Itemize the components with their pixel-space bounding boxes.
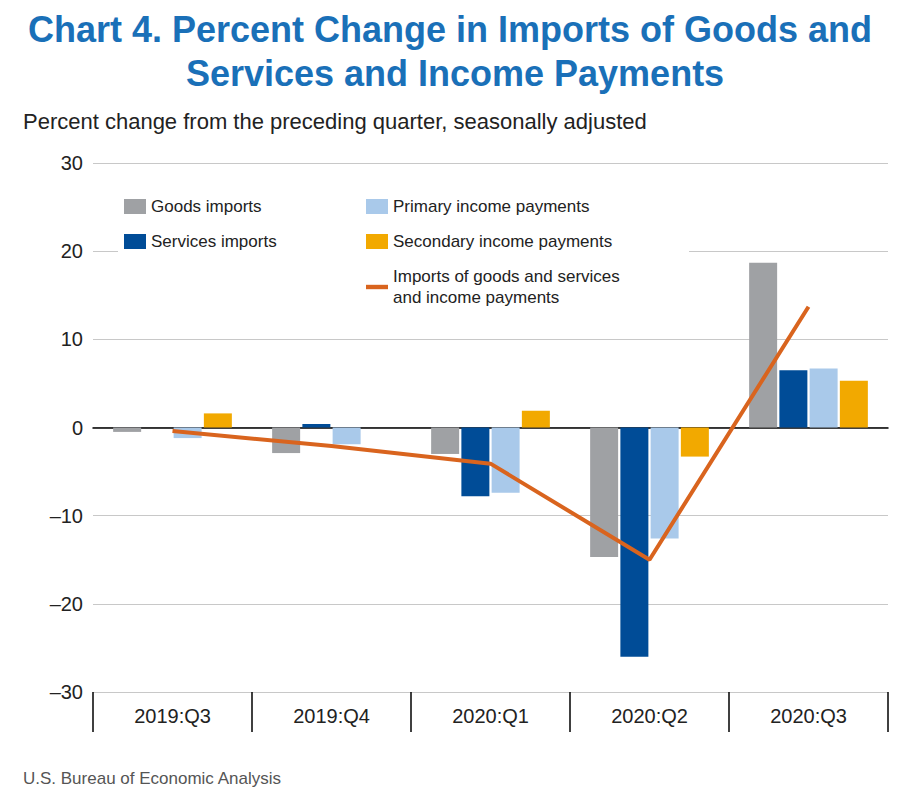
svg-text:–10: –10 [50, 505, 83, 527]
svg-text:2020:Q2: 2020:Q2 [611, 705, 688, 727]
svg-text:Secondary income payments: Secondary income payments [393, 232, 612, 251]
svg-text:Goods imports: Goods imports [151, 197, 262, 216]
svg-text:20: 20 [61, 240, 83, 262]
svg-text:Chart 4. Percent Change in Imp: Chart 4. Percent Change in Imports of Go… [28, 9, 872, 50]
svg-text:U.S. Bureau of Economic Analys: U.S. Bureau of Economic Analysis [23, 769, 281, 788]
svg-text:0: 0 [72, 417, 83, 439]
svg-text:2020:Q1: 2020:Q1 [452, 705, 529, 727]
svg-text:Percent change from the preced: Percent change from the preceding quarte… [23, 109, 647, 134]
svg-text:2020:Q3: 2020:Q3 [770, 705, 847, 727]
svg-text:–30: –30 [50, 681, 83, 703]
svg-text:10: 10 [61, 328, 83, 350]
svg-text:2019:Q4: 2019:Q4 [293, 705, 370, 727]
svg-text:2019:Q3: 2019:Q3 [134, 705, 211, 727]
svg-text:Services and Income Payments: Services and Income Payments [176, 53, 724, 94]
svg-text:–20: –20 [50, 593, 83, 615]
svg-text:and income payments: and income payments [393, 288, 559, 307]
svg-text:Services imports: Services imports [151, 232, 277, 251]
svg-text:Imports of goods and services: Imports of goods and services [393, 267, 625, 286]
svg-text:Primary income payments: Primary income payments [393, 197, 590, 216]
svg-text:30: 30 [61, 152, 83, 174]
